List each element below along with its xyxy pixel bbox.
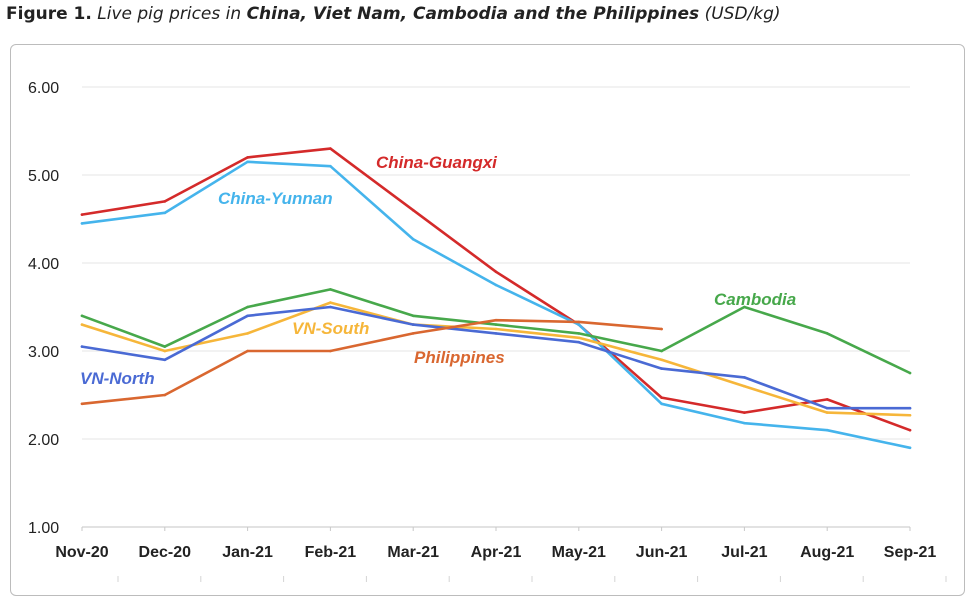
data-point-china-guangxi xyxy=(494,270,498,274)
caption-number: Figure 1. xyxy=(6,4,92,24)
data-point-philippines xyxy=(163,393,167,397)
data-point-vn-north xyxy=(577,340,581,344)
x-tick-label: Dec-20 xyxy=(139,544,192,561)
data-point-china-yunnan xyxy=(246,160,249,164)
data-point-cambodia xyxy=(163,345,167,348)
data-point-china-yunnan xyxy=(80,222,84,225)
data-point-china-guangxi xyxy=(246,156,249,159)
data-point-vn-south xyxy=(80,323,84,326)
series-label-china-guangxi: China-Guangxi xyxy=(376,153,498,172)
data-point-vn-south xyxy=(825,411,829,414)
x-tick-label: Jun-21 xyxy=(636,544,688,561)
data-point-china-guangxi xyxy=(80,213,84,216)
data-point-cambodia xyxy=(411,314,415,318)
axes: 1.00 2.00 3.00 4.00 5.00 6.00 Nov-20 Dec-20 Jan-… xyxy=(28,80,947,582)
data-point-vn-south xyxy=(577,336,581,340)
data-point-vn-north xyxy=(80,345,84,348)
grid-lines xyxy=(82,86,910,440)
data-point-cambodia xyxy=(908,371,912,375)
x-tick-label: Jan-21 xyxy=(222,544,273,561)
series-label-vn-south: VN-South xyxy=(292,319,369,338)
x-tick-label: Aug-21 xyxy=(800,544,854,561)
y-tick-label: 5.00 xyxy=(28,168,59,185)
data-point-philippines xyxy=(329,349,332,353)
data-point-vn-south xyxy=(329,301,332,304)
x-tick-label: Jul-21 xyxy=(721,544,767,561)
caption-subject: China, Viet Nam, Cambodia and the Philip… xyxy=(246,4,700,24)
data-point-vn-north xyxy=(743,376,746,379)
y-tick-label: 1.00 xyxy=(28,520,59,537)
data-point-cambodia xyxy=(660,349,663,353)
data-point-vn-north xyxy=(660,367,663,370)
data-point-philippines xyxy=(246,349,249,353)
data-point-vn-south xyxy=(660,358,663,362)
data-point-vn-south xyxy=(908,413,912,417)
data-point-philippines xyxy=(80,402,84,406)
data-point-china-yunnan xyxy=(163,211,167,215)
data-point-china-yunnan xyxy=(908,446,912,450)
x-tick-label: Nov-20 xyxy=(55,544,108,561)
chart-frame xyxy=(10,44,965,596)
data-point-vn-north xyxy=(908,406,912,410)
data-point-vn-south xyxy=(494,327,498,331)
data-point-china-guangxi xyxy=(825,398,829,401)
data-point-cambodia xyxy=(577,332,581,335)
data-point-vn-north xyxy=(246,314,249,318)
x-tick-label: Sep-21 xyxy=(884,544,937,561)
y-tick-label: 3.00 xyxy=(28,344,59,361)
data-point-china-guangxi xyxy=(411,208,415,212)
data-point-cambodia xyxy=(80,314,84,318)
data-point-vn-north xyxy=(163,358,167,362)
data-point-china-guangxi xyxy=(743,411,746,414)
series-label-philippines: Philippines xyxy=(414,348,505,367)
data-point-china-yunnan xyxy=(660,402,663,406)
x-tick-label: Feb-21 xyxy=(305,544,357,561)
data-point-china-yunnan xyxy=(743,421,746,425)
x-tick-label: Mar-21 xyxy=(387,544,439,561)
data-point-cambodia xyxy=(743,305,746,309)
data-point-china-guangxi xyxy=(908,428,912,432)
data-point-vn-south xyxy=(743,384,746,388)
y-tick-label: 4.00 xyxy=(28,256,59,273)
data-point-china-guangxi xyxy=(660,396,663,399)
data-point-philippines xyxy=(660,327,663,331)
y-tick-label: 2.00 xyxy=(28,432,59,449)
data-point-cambodia xyxy=(329,288,332,291)
series-lines xyxy=(80,147,912,450)
data-point-china-yunnan xyxy=(577,323,581,326)
caption-unit: (USD/kg) xyxy=(704,4,781,24)
data-point-cambodia xyxy=(825,332,829,335)
figure-caption: Figure 1. Live pig prices in China, Viet… xyxy=(6,4,781,24)
series-label-china-yunnan: China-Yunnan xyxy=(218,189,333,208)
data-point-vn-north xyxy=(329,305,332,309)
x-tick-label: May-21 xyxy=(552,544,606,561)
data-point-vn-north xyxy=(411,323,415,326)
data-point-china-yunnan xyxy=(825,428,829,432)
data-point-philippines xyxy=(494,318,498,322)
data-point-vn-north xyxy=(494,332,498,335)
data-point-china-yunnan xyxy=(411,237,415,241)
series-line-philippines xyxy=(80,318,663,406)
data-point-china-guangxi xyxy=(163,200,167,203)
data-point-vn-north xyxy=(825,406,829,410)
data-point-philippines xyxy=(577,320,581,324)
data-point-cambodia xyxy=(246,305,249,309)
series-label-cambodia: Cambodia xyxy=(714,290,796,309)
data-point-china-yunnan xyxy=(329,164,332,168)
data-point-philippines xyxy=(411,332,415,335)
series-labels: China-Guangxi China-Yunnan Cambodia VN-Sout… xyxy=(80,153,796,388)
data-point-vn-south xyxy=(163,349,167,353)
caption-prefix: Live pig prices in xyxy=(97,4,242,24)
data-point-china-guangxi xyxy=(329,147,332,150)
data-point-cambodia xyxy=(494,323,498,326)
y-tick-label: 6.00 xyxy=(28,80,59,97)
series-label-vn-north: VN-North xyxy=(80,369,155,388)
data-point-vn-south xyxy=(246,332,249,335)
data-point-china-yunnan xyxy=(494,283,498,287)
x-tick-label: Apr-21 xyxy=(471,544,522,561)
